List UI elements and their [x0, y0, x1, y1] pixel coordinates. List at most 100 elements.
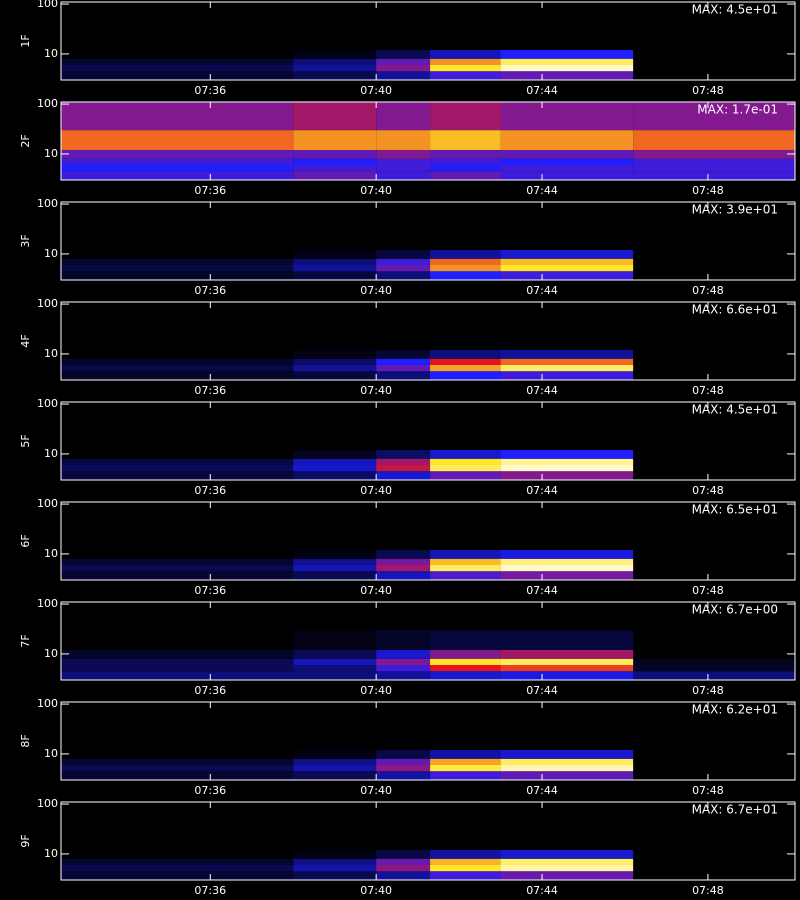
heat-cell	[633, 664, 795, 672]
y-axis-label: 8F	[19, 734, 32, 747]
heat-cell	[61, 549, 294, 559]
heat-cell	[61, 458, 294, 465]
heat-cell	[430, 349, 501, 359]
heat-cell	[500, 49, 634, 59]
x-tick-label: 07:44	[526, 484, 558, 497]
heat-cell	[430, 164, 501, 172]
x-tick-label: 07:48	[692, 284, 724, 297]
heat-cell	[430, 564, 501, 572]
heat-cell	[293, 549, 377, 559]
heat-cell	[500, 230, 634, 250]
heat-cell	[633, 30, 795, 50]
heat-cell	[500, 764, 634, 772]
heat-cell	[633, 449, 795, 459]
heat-cell	[500, 758, 634, 765]
heat-cell	[376, 202, 431, 231]
heat-cell	[61, 758, 294, 765]
plot-frame	[60, 501, 796, 581]
x-tick-label: 07:48	[692, 484, 724, 497]
y-tick-label: 10	[44, 747, 58, 760]
x-tick-label: 07:36	[194, 184, 226, 197]
heat-cell	[293, 502, 377, 531]
x-tick-label: 07:44	[526, 584, 558, 597]
heat-cell	[376, 764, 431, 772]
heat-cell	[376, 871, 431, 880]
heat-cell	[500, 430, 634, 450]
heat-cell	[376, 549, 431, 559]
heat-cell	[61, 649, 294, 659]
heat-cell	[61, 171, 294, 180]
heat-cell	[500, 330, 634, 350]
heat-cell	[293, 249, 377, 259]
y-tick-label: 100	[37, 297, 58, 310]
plot-frame	[60, 601, 796, 681]
heat-cell	[500, 202, 634, 231]
heat-cell	[633, 164, 795, 172]
heat-cell	[500, 858, 634, 865]
heat-cell	[376, 258, 431, 265]
y-axis-label: 1F	[19, 34, 32, 47]
heat-cell	[376, 858, 431, 865]
heat-cell	[293, 858, 377, 865]
heat-cell	[61, 264, 294, 272]
heat-cell	[633, 730, 795, 750]
plot-frame	[60, 701, 796, 781]
heat-cell	[633, 402, 795, 431]
heat-cell	[293, 571, 377, 580]
x-tick-label: 07:44	[526, 384, 558, 397]
x-tick-label: 07:48	[692, 584, 724, 597]
heat-cell	[633, 471, 795, 480]
heat-cell	[293, 849, 377, 859]
heat-cell	[430, 358, 501, 365]
heat-cell	[430, 530, 501, 550]
x-tick-label: 07:36	[194, 84, 226, 97]
heat-cell	[376, 849, 431, 859]
heat-cell	[293, 2, 377, 31]
heat-cell	[376, 471, 431, 480]
heat-cell	[293, 302, 377, 331]
heat-cell	[500, 771, 634, 780]
heat-cell	[633, 64, 795, 72]
heat-cell	[61, 602, 294, 631]
heat-cell	[633, 302, 795, 331]
heat-cell	[500, 849, 634, 859]
heat-cell	[61, 564, 294, 572]
heat-cell	[376, 49, 431, 59]
heat-cell	[500, 2, 634, 31]
heat-cell	[376, 664, 431, 672]
heat-cell	[376, 458, 431, 465]
x-tick-label: 07:48	[692, 884, 724, 897]
heat-cell	[430, 764, 501, 772]
heat-cell	[430, 671, 501, 680]
heat-cell	[430, 471, 501, 480]
heat-cell	[376, 564, 431, 572]
heat-cell	[293, 349, 377, 359]
y-tick-label: 10	[44, 547, 58, 560]
heat-cell	[376, 571, 431, 580]
heat-cell	[430, 249, 501, 259]
heat-cell	[430, 702, 501, 731]
heat-cell	[430, 371, 501, 380]
heat-cell	[500, 258, 634, 265]
heat-cell	[376, 449, 431, 459]
heat-cell	[633, 171, 795, 180]
heat-cell	[61, 430, 294, 450]
heat-cell	[430, 2, 501, 31]
heat-cell	[500, 371, 634, 380]
heat-cell	[376, 330, 431, 350]
x-tick-label: 07:48	[692, 384, 724, 397]
heat-cell	[293, 671, 377, 680]
heat-cell	[500, 464, 634, 472]
heat-cell	[633, 71, 795, 80]
x-tick-label: 07:44	[526, 684, 558, 697]
heat-cell	[500, 602, 634, 631]
heat-cell	[376, 71, 431, 80]
heat-cell	[633, 58, 795, 65]
heat-cell	[61, 571, 294, 580]
y-axis-label: 3F	[19, 234, 32, 247]
heat-cell	[633, 871, 795, 880]
y-tick-label: 100	[37, 597, 58, 610]
heat-cell	[500, 564, 634, 572]
heat-cell	[61, 64, 294, 72]
y-axis-label: 7F	[19, 634, 32, 647]
